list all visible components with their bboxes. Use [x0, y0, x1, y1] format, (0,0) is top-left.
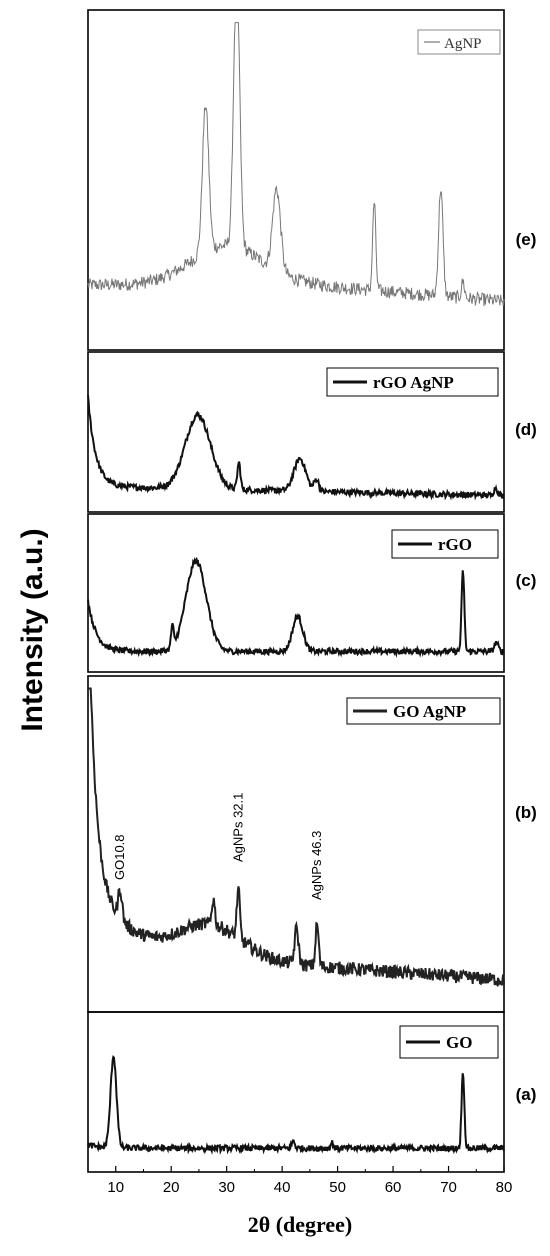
legend-label: GO AgNP	[393, 702, 466, 721]
x-tick-label: 50	[329, 1179, 346, 1196]
panel-frame	[87, 1011, 505, 1173]
panel-b: GO AgNP (b) GO10.8 AgNPs 32.1 AgNPs 46.3	[87, 675, 537, 1013]
x-tick-label: 20	[163, 1179, 180, 1196]
peak-annotation: AgNPs 32.1	[230, 793, 245, 862]
series-line	[87, 395, 505, 501]
panel-frame	[87, 513, 505, 673]
series-line	[87, 1054, 505, 1156]
y-axis-label: Intensity (a.u.)	[16, 528, 49, 731]
legend-box	[346, 697, 501, 725]
x-axis-label: 2θ (degree)	[248, 1212, 353, 1237]
peak-annotation: GO10.8	[112, 834, 127, 880]
panel-frame	[87, 9, 505, 351]
panel-tag: (e)	[516, 230, 537, 249]
panel-a: GO (a)	[87, 1011, 537, 1173]
panel-frame	[87, 675, 505, 1013]
panel-c: rGO (c)	[87, 513, 537, 673]
x-tick-label: 80	[496, 1179, 513, 1196]
panel-tag: (a)	[516, 1085, 537, 1104]
panel-tag: (d)	[515, 420, 537, 439]
x-tick-label: 40	[274, 1179, 291, 1196]
panel-tag: (b)	[515, 803, 537, 822]
series-line	[88, 687, 505, 988]
legend-label: rGO AgNP	[373, 373, 454, 392]
legend-label: GO	[446, 1033, 472, 1052]
legend-label: rGO	[438, 535, 472, 554]
panels-group: AgNP (e) rGO AgNP (d) rGO (c) GO AgNP (b) GO10.8…	[87, 9, 537, 1173]
x-tick-label: 10	[107, 1179, 124, 1196]
peak-annotation: AgNPs 46.3	[309, 831, 324, 900]
panel-tag: (c)	[516, 571, 537, 590]
panel-e: AgNP (e)	[87, 9, 537, 351]
panel-frame	[87, 351, 505, 513]
series-line	[87, 556, 505, 658]
x-axis: 10 20 30 40 50 60 70 80	[107, 1166, 512, 1196]
x-tick-label: 70	[440, 1179, 457, 1196]
x-tick-label: 30	[218, 1179, 235, 1196]
x-tick-label: 60	[385, 1179, 402, 1196]
legend-label: AgNP	[444, 36, 482, 52]
panel-d: rGO AgNP (d)	[87, 351, 537, 513]
series-line	[87, 22, 505, 307]
